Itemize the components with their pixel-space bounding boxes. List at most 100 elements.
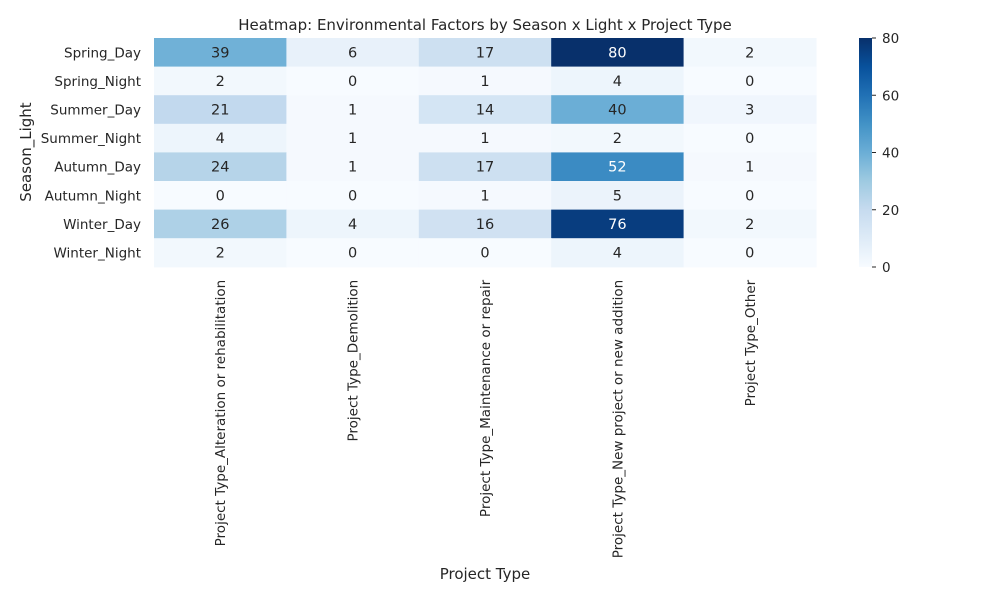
heatmap-cell — [551, 38, 685, 68]
heatmap-cell-label: 4 — [613, 246, 622, 262]
heatmap-cell-label: 0 — [348, 188, 357, 204]
heatmap-cell — [286, 181, 420, 211]
heatmap-cell — [418, 66, 552, 96]
heatmap-cell-label: 24 — [211, 160, 229, 176]
colorbar-tick-label: 40 — [882, 146, 899, 162]
x-tick-label: Project Type_Other — [743, 279, 759, 406]
heatmap-cell — [418, 152, 552, 182]
heatmap-cell-label: 2 — [613, 131, 622, 147]
heatmap-cell-label: 4 — [216, 131, 225, 147]
y-tick-label: Winter_Night — [53, 246, 141, 262]
heatmap-cell-label: 1 — [348, 131, 357, 147]
heatmap-cell-labels: 39 6 17 80 22 0 1 4 021 1 14 40 34 1 1 2 024 1 17 52 10 0 1 5 02… — [211, 45, 754, 261]
y-tick-label: Autumn_Day — [54, 160, 141, 176]
y-tick-label: Summer_Day — [50, 103, 141, 119]
heatmap-cell-label: 21 — [211, 103, 229, 119]
x-tick-label: Project Type_New project or new addition — [610, 280, 626, 558]
heatmap-cell — [154, 66, 287, 96]
heatmap-cell — [154, 123, 287, 153]
y-axis-label: Season_Light — [17, 102, 36, 201]
heatmap-cell-label: 4 — [613, 74, 622, 90]
heatmap-cell — [683, 123, 817, 153]
heatmap-cell — [418, 238, 552, 268]
heatmap-cell — [418, 181, 552, 211]
y-tick-label: Summer_Night — [41, 131, 141, 147]
heatmap-cell — [683, 38, 817, 68]
y-tick-label: Spring_Day — [64, 45, 141, 61]
heatmap-cell-label: 1 — [348, 160, 357, 176]
heatmap-cell-label: 39 — [211, 45, 229, 61]
heatmap-cell — [286, 123, 420, 153]
heatmap-cell — [683, 95, 817, 125]
heatmap-cell-label: 80 — [608, 45, 626, 61]
heatmap-cell — [154, 152, 287, 182]
heatmap-cell — [683, 181, 817, 211]
heatmap-cell — [286, 38, 420, 68]
heatmap-cell-label: 1 — [480, 188, 489, 204]
y-tick-label: Autumn_Night — [45, 188, 141, 204]
heatmap-cell-label: 0 — [745, 131, 754, 147]
heatmap-cell-label: 52 — [608, 160, 626, 176]
heatmap-cell — [418, 209, 552, 239]
heatmap-cell — [683, 152, 817, 182]
heatmap-cell-label: 5 — [613, 188, 622, 204]
heatmap-cell-label: 2 — [216, 246, 225, 262]
y-tick-label: Winter_Day — [63, 217, 141, 233]
heatmap-cell — [551, 123, 685, 153]
heatmap-cell-label: 0 — [348, 74, 357, 90]
y-tick-label: Spring_Night — [54, 74, 141, 90]
heatmap-cell — [683, 238, 817, 268]
heatmap-cell-label: 1 — [480, 131, 489, 147]
colorbar-tick-label: 20 — [882, 203, 899, 219]
heatmap-cell-label: 14 — [476, 103, 494, 119]
x-axis-label: Project Type — [440, 565, 531, 583]
heatmap-cell-label: 0 — [348, 246, 357, 262]
heatmap-cell — [154, 181, 287, 211]
colorbar-ticks: 0 20 40 60 80 — [872, 31, 899, 276]
heatmap-cell-label: 0 — [745, 74, 754, 90]
heatmap-cell-label: 16 — [476, 217, 494, 233]
heatmap-cells — [154, 38, 817, 268]
colorbar: 0 20 40 60 80 — [859, 31, 899, 276]
heatmap-cell — [551, 95, 685, 125]
heatmap-cell-label: 1 — [480, 74, 489, 90]
colorbar-gradient — [859, 38, 872, 267]
heatmap-cell — [418, 123, 552, 153]
heatmap-cell-label: 1 — [348, 103, 357, 119]
heatmap-cell — [286, 238, 420, 268]
colorbar-tick-label: 60 — [882, 88, 899, 104]
heatmap-cell-label: 40 — [608, 103, 626, 119]
heatmap-cell — [154, 238, 287, 268]
heatmap-cell — [551, 66, 685, 96]
heatmap-cell-label: 0 — [480, 246, 489, 262]
heatmap-cell-label: 4 — [348, 217, 357, 233]
heatmap-cell-label: 17 — [476, 45, 494, 61]
heatmap-cell — [683, 66, 817, 96]
heatmap-cell-label: 2 — [216, 74, 225, 90]
heatmap-cell-label: 2 — [745, 45, 754, 61]
heatmap-cell-label: 0 — [745, 188, 754, 204]
heatmap-cell — [551, 181, 685, 211]
chart-title: Heatmap: Environmental Factors by Season… — [238, 16, 732, 34]
x-tick-label: Project Type_Maintenance or repair — [478, 279, 494, 517]
heatmap-cell — [551, 238, 685, 268]
y-tick-labels: Spring_Day Spring_Night Summer_Day Summer_N… — [41, 45, 141, 261]
heatmap-cell — [154, 209, 287, 239]
x-tick-label: Project Type_Demolition — [346, 280, 362, 442]
heatmap-cell-label: 2 — [745, 217, 754, 233]
colorbar-tick-label: 80 — [882, 31, 899, 47]
heatmap-cell — [286, 95, 420, 125]
heatmap-cell-label: 76 — [608, 217, 626, 233]
heatmap-cell — [286, 152, 420, 182]
heatmap-cell — [551, 209, 685, 239]
heatmap-cell-label: 3 — [745, 103, 754, 119]
heatmap-cell-label: 1 — [745, 160, 754, 176]
heatmap-cell — [286, 66, 420, 96]
x-tick-label: Project Type_Alteration or rehabilitatio… — [213, 280, 229, 547]
heatmap-cell-label: 6 — [348, 45, 357, 61]
colorbar-tick-label: 0 — [882, 260, 891, 276]
heatmap-cell — [154, 95, 287, 125]
heatmap-cell-label: 17 — [476, 160, 494, 176]
heatmap-cell — [286, 209, 420, 239]
